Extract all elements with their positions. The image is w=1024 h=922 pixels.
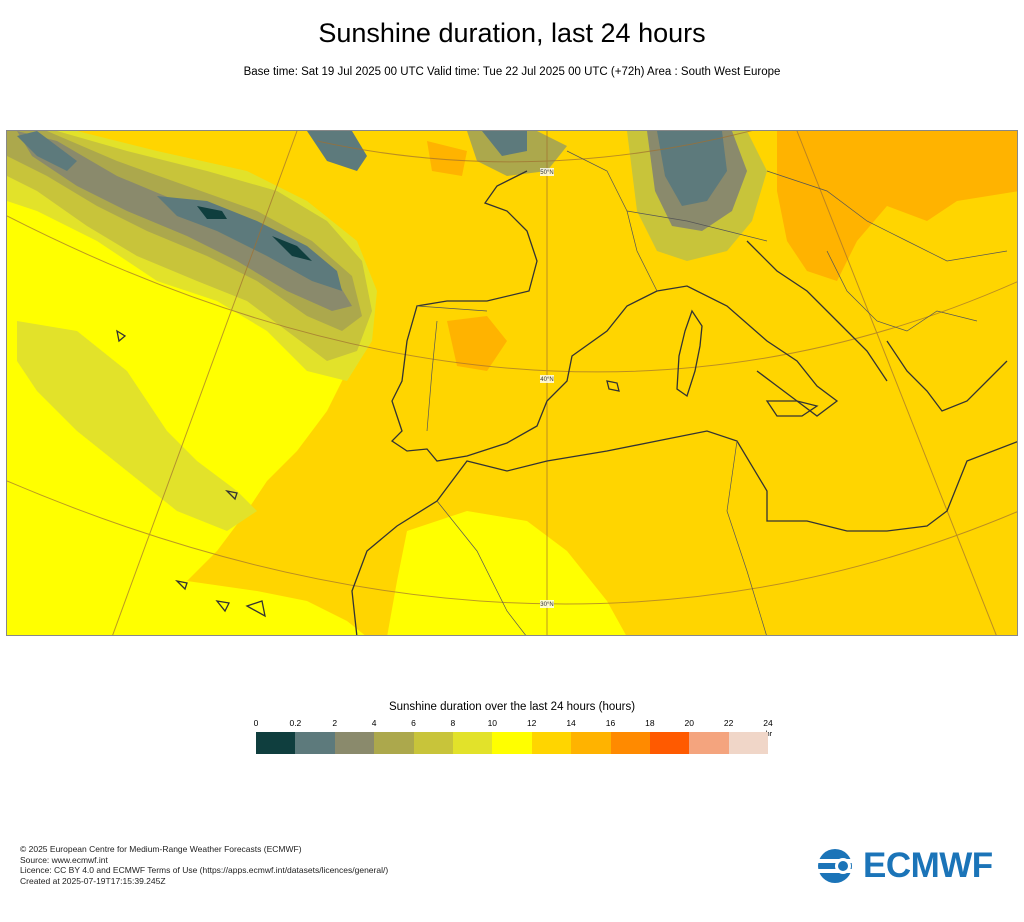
field-spain-14-16h — [447, 316, 507, 371]
legend-swatch-5 — [452, 732, 493, 754]
coastlines — [116, 170, 1017, 635]
border-maghreb — [436, 500, 526, 635]
field-atlantic-0-0.2h — [197, 206, 227, 219]
legend-tick-label: 24 — [763, 718, 773, 728]
graticule-label-40n: 40°N — [540, 377, 553, 383]
ecmwf-logo-icon — [815, 849, 859, 883]
legend-swatch-7 — [531, 732, 572, 754]
field-central-europe-0.2-2h — [657, 131, 727, 206]
sunshine-map: 50°N 40°N 30°N — [6, 130, 1018, 636]
border-algeria-tunisia — [726, 440, 767, 635]
coast-islands — [116, 329, 620, 618]
legend-swatch-4 — [413, 732, 453, 754]
latitude-30n — [7, 480, 1017, 605]
legend-tick-label: 2 — [332, 718, 338, 728]
field-atlantic-west-8-10h — [17, 321, 257, 531]
coast-north-africa — [351, 430, 1017, 635]
legend-tick-label: 10 — [487, 718, 498, 728]
coast-iberia-france — [390, 170, 658, 462]
legend-swatch-0 — [256, 732, 296, 754]
graticule — [7, 131, 1017, 635]
legend-tick-label: 16 — [605, 718, 616, 728]
coast-adriatic — [746, 240, 888, 382]
field-atlantic-nw-0.2-2h — [17, 131, 77, 171]
legend-tick-label: 0 — [253, 718, 259, 728]
meridian-east — [796, 131, 997, 635]
legend-tick-label: 14 — [566, 718, 576, 728]
ecmwf-logo-text: ECMWF — [863, 846, 993, 885]
legend-swatch-12 — [728, 732, 769, 754]
border-east — [766, 170, 1008, 262]
graticule-label-30n: 30°N — [540, 602, 553, 608]
legend-colorbar — [256, 732, 769, 754]
border-alps — [626, 210, 768, 242]
coast-sicily — [765, 400, 819, 417]
legend-title: Sunshine duration over the last 24 hours… — [388, 701, 636, 713]
coast-corsica-sardinia — [676, 309, 703, 398]
coast-italy — [656, 285, 839, 417]
border-spain-france — [416, 305, 488, 312]
coast-greece — [886, 340, 1008, 412]
latitude-40n — [7, 215, 1017, 373]
legend-swatch-6 — [492, 732, 532, 754]
graticule-label-50n: 50°N — [540, 170, 553, 176]
latitude-50n — [316, 131, 753, 163]
chart-title: Sunshine duration, last 24 hours — [318, 18, 706, 48]
legend-tick-label: 20 — [684, 718, 694, 728]
legend-swatch-11 — [689, 732, 729, 754]
legend-ticks: 0 0.2 2 4 6 8 10 12 14 16 18 20 22 24 — [253, 718, 773, 730]
legend-tick-label: 12 — [526, 718, 537, 728]
border-balkans — [826, 250, 978, 332]
field-atlantic-north-0.2-2h — [307, 131, 367, 171]
footer-created: Created at 2025-07-19T17:15:39.245Z — [20, 875, 166, 886]
field-atlantic-2-4h — [17, 131, 352, 311]
legend-tick-label: 4 — [371, 718, 377, 728]
field-atlantic-0-0.2h-2 — [272, 236, 312, 261]
field-east-europe-14-16h — [777, 131, 1017, 281]
chart-subtitle: Base time: Sat 19 Jul 2025 00 UTC Valid … — [243, 66, 781, 78]
legend-swatch-2 — [334, 732, 375, 754]
footer-licence: Licence: CC BY 4.0 and ECMWF Terms of Us… — [20, 865, 389, 875]
map-canvas: 50°N 40°N 30°N — [7, 131, 1017, 635]
borders — [416, 150, 1008, 635]
meridian-west — [112, 131, 298, 635]
legend-swatch-3 — [374, 732, 414, 754]
legend-tick-label: 8 — [450, 718, 456, 728]
legend-swatch-8 — [571, 732, 611, 754]
ecmwf-logo: ECMWF — [813, 846, 1008, 886]
footer-source: Source: www.ecmwf.int — [20, 854, 108, 865]
field-atlantic-0.2-2h — [157, 196, 342, 291]
legend-swatch-10 — [649, 732, 690, 754]
footer-copyright: © 2025 European Centre for Medium-Range … — [20, 844, 302, 854]
border-spain-portugal — [426, 320, 438, 432]
legend-tick-label: 0.2 — [289, 718, 302, 728]
field-france-14-16h — [427, 141, 467, 176]
legend-tick-label: 18 — [645, 718, 655, 728]
field-channel-0.2-2h — [482, 131, 527, 156]
legend-swatch-9 — [610, 732, 650, 754]
legend-tick-label: 6 — [411, 718, 416, 728]
legend-tick-label: 22 — [723, 718, 734, 728]
footer-credits: © 2025 European Centre for Medium-Range … — [20, 844, 388, 886]
legend-swatch-1 — [295, 732, 335, 754]
